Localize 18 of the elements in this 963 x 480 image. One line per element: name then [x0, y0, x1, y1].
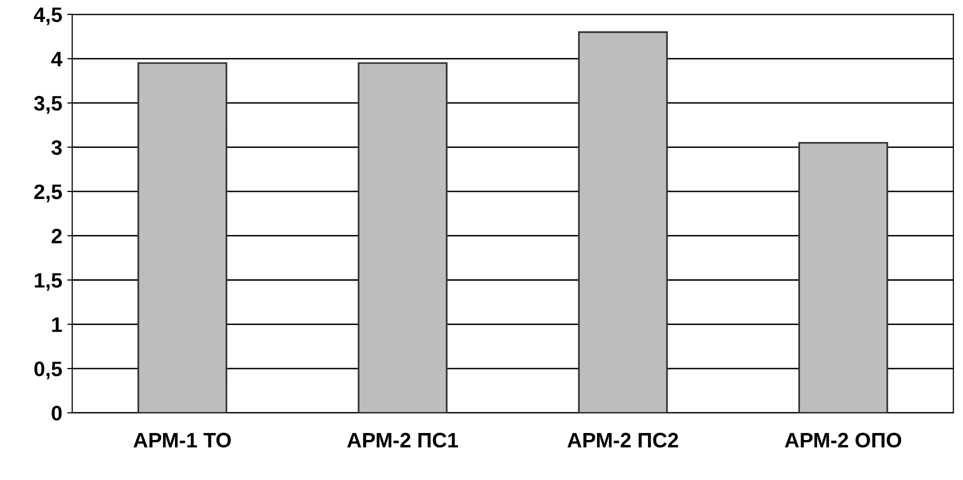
y-tick-label: 4,5	[34, 8, 62, 26]
y-tick-label: 3,5	[34, 96, 62, 114]
x-tick-label: АРМ-1 ТО	[134, 432, 231, 448]
bar	[578, 31, 668, 413]
x-tick-label: АРМ-2 ПС1	[347, 432, 458, 448]
bar	[798, 142, 888, 413]
y-tick-label: 1	[52, 317, 62, 332]
bar	[137, 62, 228, 413]
y-tick-label: 3	[51, 140, 62, 155]
y-tick-label: 0,5	[34, 362, 62, 380]
y-tick-label: 2,5	[34, 184, 62, 202]
x-tick-label: АРМ-2 ОПО	[784, 432, 902, 448]
y-tick-label: 2	[52, 228, 62, 244]
bar	[358, 62, 448, 413]
y-tick-label: 0	[52, 406, 62, 421]
y-tick-label: 4	[51, 52, 62, 66]
x-tick-label: АРМ-2 ПС2	[567, 432, 678, 448]
y-tick-label: 1,5	[34, 273, 62, 291]
